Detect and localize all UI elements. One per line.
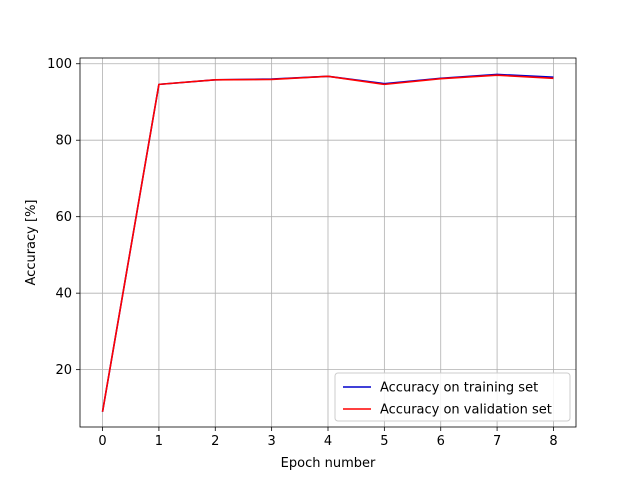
x-tick-label: 8: [549, 434, 557, 449]
x-tick-label: 0: [98, 434, 106, 449]
x-tick-label: 3: [267, 434, 275, 449]
legend-label: Accuracy on validation set: [380, 403, 552, 418]
legend: Accuracy on training set Accuracy on vali…: [334, 372, 571, 422]
x-tick-label: 7: [493, 434, 501, 449]
y-axis-ticks: 20 40 60 80 100: [47, 57, 80, 378]
legend-label: Accuracy on training set: [380, 381, 538, 396]
y-tick-label: 20: [55, 363, 72, 378]
y-tick-label: 40: [55, 287, 72, 302]
x-tick-label: 6: [437, 434, 445, 449]
y-axis-label: Accuracy [%]: [24, 200, 39, 286]
y-tick-label: 60: [55, 210, 72, 225]
series-lines: [101, 73, 554, 412]
x-tick-label: 1: [155, 434, 163, 449]
grid: [80, 58, 576, 427]
x-axis-ticks: 0 1 2 3 4 5 6 7 8: [98, 427, 558, 449]
series-line-2: [101, 74, 554, 412]
y-tick-label: 80: [55, 134, 72, 149]
y-tick-label: 100: [47, 57, 72, 72]
x-tick-label: 4: [324, 434, 332, 449]
x-tick-label: 5: [380, 434, 388, 449]
legend-box: [334, 372, 571, 422]
x-axis-label: Epoch number: [281, 456, 376, 471]
x-tick-label: 2: [211, 434, 219, 449]
